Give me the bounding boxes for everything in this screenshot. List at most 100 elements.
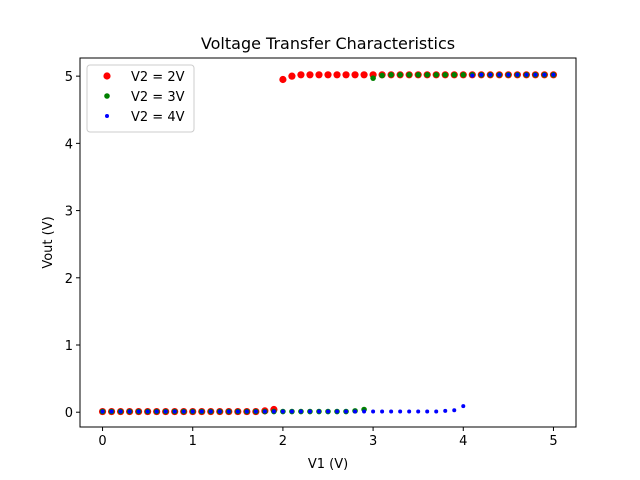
data-point [118, 409, 123, 414]
data-point [253, 409, 258, 414]
legend-marker [104, 93, 110, 99]
data-point [424, 72, 431, 78]
data-point [344, 409, 349, 414]
data-point [298, 409, 303, 414]
data-point [324, 71, 332, 79]
plot-marks [98, 71, 558, 416]
y-tick-label: 1 [65, 339, 73, 354]
legend-marker [105, 114, 109, 118]
x-tick-label: 1 [189, 434, 197, 449]
data-point [163, 409, 168, 414]
data-point [306, 71, 314, 79]
y-tick-label: 3 [65, 205, 73, 220]
data-point [226, 409, 231, 414]
data-point [351, 71, 359, 79]
data-point [333, 71, 341, 79]
data-point [288, 72, 296, 80]
data-point [380, 409, 385, 414]
data-point [415, 72, 421, 78]
y-tick-label: 4 [65, 137, 73, 152]
data-point [406, 72, 412, 78]
data-point [353, 409, 358, 414]
data-point [208, 409, 213, 414]
x-axis-ticks: 0 1 2 3 4 5 [98, 427, 558, 449]
data-point [316, 409, 321, 414]
legend-marker [103, 72, 111, 80]
data-point [362, 409, 367, 414]
data-point [533, 72, 538, 77]
data-point [416, 409, 421, 414]
data-point [181, 409, 186, 414]
x-tick-label: 2 [279, 434, 287, 449]
data-point [190, 409, 195, 414]
data-point [524, 72, 529, 77]
data-point [497, 72, 502, 77]
data-point [506, 72, 511, 77]
data-point [100, 409, 105, 414]
data-point [136, 409, 141, 414]
data-point [397, 72, 403, 78]
data-point [470, 73, 475, 78]
data-point [262, 409, 267, 414]
data-point [389, 409, 394, 414]
data-point [479, 72, 484, 77]
data-point [172, 409, 177, 414]
x-axis-label: V1 (V) [308, 457, 348, 472]
data-point [515, 72, 520, 77]
data-point [433, 72, 440, 78]
data-point [217, 409, 222, 414]
y-tick-label: 0 [65, 406, 73, 421]
data-point [434, 409, 439, 414]
data-point [199, 409, 204, 414]
legend-label: V2 = 2V [131, 70, 185, 85]
x-tick-label: 4 [459, 434, 467, 449]
y-tick-label: 5 [65, 70, 73, 85]
legend-label: V2 = 3V [131, 90, 185, 105]
data-point [289, 409, 294, 414]
series-3-points [100, 72, 556, 414]
data-point [326, 409, 330, 414]
data-point [398, 409, 403, 414]
data-point [542, 72, 547, 77]
data-point [335, 409, 340, 414]
legend-frame [86, 64, 195, 133]
data-point [452, 408, 457, 413]
data-point [360, 71, 368, 79]
data-point [307, 409, 312, 414]
legend: V2 = 2V V2 = 3V V2 = 4V [86, 64, 195, 133]
x-tick-label: 5 [549, 434, 557, 449]
data-point [235, 409, 240, 414]
data-point [370, 75, 376, 81]
data-point [388, 72, 394, 78]
data-point [297, 71, 305, 79]
data-point [315, 71, 323, 79]
data-point [425, 409, 430, 414]
data-point [442, 72, 449, 78]
data-point [271, 409, 276, 414]
data-point [244, 409, 249, 414]
data-point [451, 72, 458, 78]
data-point [127, 409, 132, 414]
x-tick-label: 3 [369, 434, 377, 449]
data-point [342, 71, 350, 79]
data-point [145, 409, 150, 414]
data-point [279, 75, 287, 84]
y-tick-label: 2 [65, 272, 73, 287]
data-point [460, 72, 467, 78]
data-point [488, 72, 493, 77]
y-axis-label: Vout (V) [41, 216, 56, 268]
data-point [154, 409, 159, 414]
data-point [109, 409, 114, 414]
chart-title: Voltage Transfer Characteristics [201, 34, 455, 53]
data-point [379, 72, 385, 79]
x-tick-label: 0 [98, 434, 106, 449]
data-point [551, 72, 556, 77]
plot-frame [79, 57, 577, 428]
data-point [461, 404, 466, 409]
y-axis-ticks: 0 1 2 3 4 5 [65, 70, 80, 421]
data-point [407, 409, 412, 414]
legend-label: V2 = 4V [131, 110, 185, 125]
data-point [280, 409, 285, 414]
data-point [371, 409, 376, 414]
